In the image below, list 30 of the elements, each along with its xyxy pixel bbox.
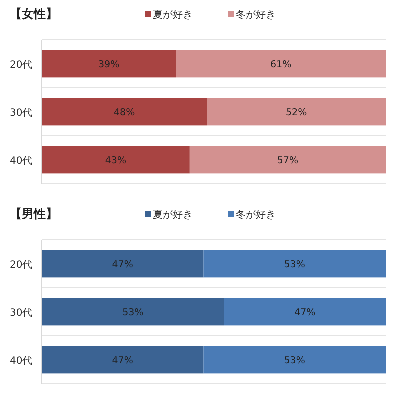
data-label: 53% [122, 308, 144, 318]
y-tick-label: 30代 [10, 308, 33, 319]
data-label: 43% [105, 156, 127, 166]
bar [207, 98, 386, 126]
y-tick-label: 20代 [10, 260, 33, 271]
y-tick-label: 30代 [10, 108, 33, 119]
data-label: 53% [284, 356, 306, 366]
bar [190, 146, 386, 174]
data-label: 61% [270, 60, 292, 70]
data-label: 53% [284, 260, 306, 270]
bar [42, 50, 176, 78]
y-tick-label: 40代 [10, 356, 33, 367]
data-label: 47% [294, 308, 316, 318]
bar [42, 146, 190, 174]
legend-label: 夏が好き [153, 10, 193, 21]
legend-label: 冬が好き [236, 9, 276, 21]
data-label: 47% [112, 260, 134, 270]
bar [42, 98, 208, 126]
y-tick-label: 20代 [10, 60, 33, 71]
chart-title: 【女性】 [10, 7, 58, 21]
chart-title: 【男性】 [10, 207, 58, 221]
data-label: 39% [98, 60, 120, 70]
bar [176, 50, 386, 78]
y-tick-label: 40代 [10, 156, 33, 167]
data-label: 47% [112, 356, 134, 366]
legend-label: 夏が好き [153, 210, 193, 221]
legend-label: 冬が好き [236, 209, 276, 221]
data-label: 52% [286, 108, 308, 118]
data-label: 48% [114, 108, 136, 118]
data-label: 57% [277, 156, 299, 166]
